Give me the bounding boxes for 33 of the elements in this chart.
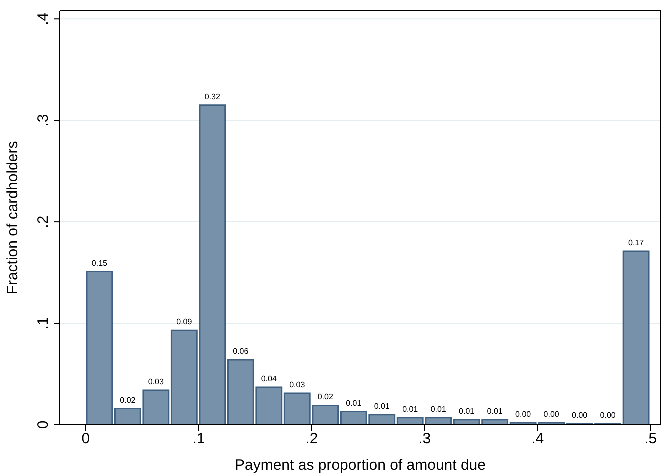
data-label: 0.01 [402,404,419,414]
x-tick-label: .2 [306,430,318,448]
y-axis-title: Fraction of cardholders [4,141,22,295]
y-tick-label: .3 [35,114,52,127]
data-label: 0.17 [628,238,645,248]
x-tick-label: .3 [418,430,432,448]
data-label: 0.01 [459,406,476,416]
x-tick-label: .4 [532,430,544,448]
data-label: 0.00 [600,410,616,420]
x-tick-label: .5 [644,430,658,448]
data-label: 0.09 [176,318,193,327]
y-tick-label: .4 [35,12,52,26]
data-label: 0.00 [572,410,588,420]
y-tick-label: 0 [35,420,52,430]
data-label: 0.03 [290,380,306,390]
y-tick-label: .2 [35,216,52,228]
data-label: 0.00 [516,410,532,419]
data-label: 0.06 [233,347,250,356]
data-label: 0.01 [487,406,504,416]
data-label: 0.02 [120,396,136,405]
x-tick-label: .1 [192,430,206,448]
data-label: 0.00 [544,410,560,419]
x-tick-label: 0 [82,430,90,448]
data-label: 0.15 [92,258,108,268]
data-label: 0.01 [346,398,362,408]
data-label: 0.01 [374,402,390,411]
data-label: 0.02 [318,392,334,402]
data-label: 0.03 [148,378,165,386]
data-label: 0.04 [261,374,278,384]
data-label: 0.32 [204,92,221,102]
x-axis-title: Payment as proportion of amount due [235,457,486,474]
data-label: 0.01 [430,404,447,414]
y-tick-label: .1 [35,317,52,330]
